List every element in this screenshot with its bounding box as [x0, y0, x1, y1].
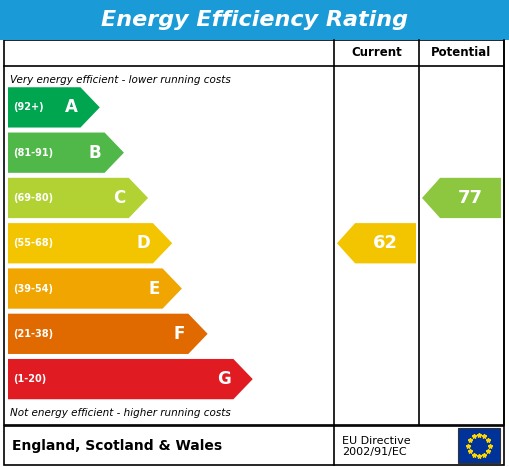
Polygon shape — [337, 223, 416, 263]
Text: Not energy efficient - higher running costs: Not energy efficient - higher running co… — [10, 408, 231, 418]
Text: EU Directive: EU Directive — [342, 436, 411, 446]
Text: (55-68): (55-68) — [13, 238, 53, 248]
Text: Potential: Potential — [431, 47, 492, 59]
Text: B: B — [89, 144, 102, 162]
Text: Very energy efficient - lower running costs: Very energy efficient - lower running co… — [10, 75, 231, 85]
Bar — [0, 0, 509, 40]
Text: E: E — [148, 280, 159, 297]
Text: G: G — [217, 370, 231, 388]
Text: D: D — [136, 234, 150, 252]
Polygon shape — [8, 178, 148, 218]
Text: (39-54): (39-54) — [13, 283, 53, 294]
Polygon shape — [8, 359, 253, 399]
Text: Current: Current — [351, 47, 402, 59]
Text: (69-80): (69-80) — [13, 193, 53, 203]
Text: 62: 62 — [373, 234, 398, 252]
Polygon shape — [8, 87, 100, 127]
Text: 77: 77 — [458, 189, 483, 207]
Text: (92+): (92+) — [13, 102, 44, 113]
Text: (81-91): (81-91) — [13, 148, 53, 158]
Bar — [4, 40, 504, 425]
Text: F: F — [174, 325, 185, 343]
Polygon shape — [8, 269, 182, 309]
Bar — [458, 428, 500, 463]
Polygon shape — [8, 223, 172, 263]
Polygon shape — [8, 314, 208, 354]
Text: 2002/91/EC: 2002/91/EC — [342, 447, 407, 457]
Text: Energy Efficiency Rating: Energy Efficiency Rating — [101, 10, 408, 30]
Text: England, Scotland & Wales: England, Scotland & Wales — [12, 439, 222, 453]
Polygon shape — [8, 133, 124, 173]
Text: (1-20): (1-20) — [13, 374, 46, 384]
Text: A: A — [65, 99, 77, 116]
Text: (21-38): (21-38) — [13, 329, 53, 339]
Bar — [4, 426, 504, 465]
Polygon shape — [422, 178, 501, 218]
Text: C: C — [114, 189, 126, 207]
